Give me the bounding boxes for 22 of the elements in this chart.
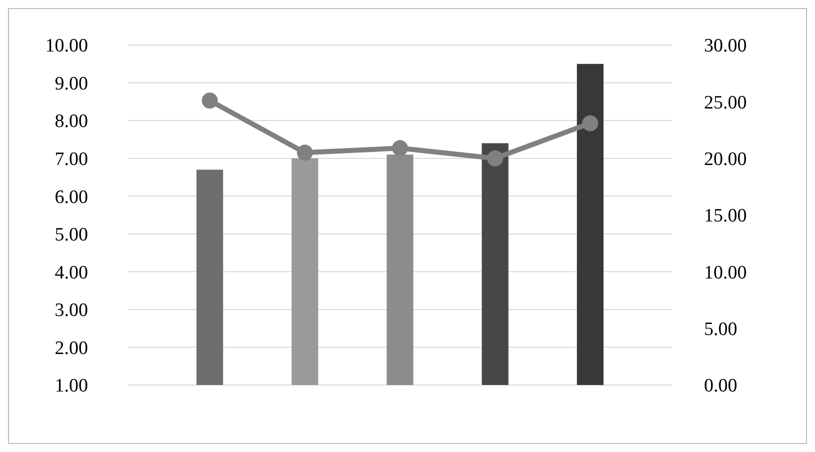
y2-tick-label: 20.00 <box>704 148 747 170</box>
y-tick-label: 6.00 <box>54 186 88 208</box>
y2-tick-label: 10.00 <box>704 262 747 284</box>
y-tick-label: 5.00 <box>54 224 88 246</box>
y-tick-label: 9.00 <box>54 73 88 94</box>
point <box>582 115 598 132</box>
point <box>202 92 218 109</box>
y-tick-label: 3.00 <box>54 300 88 322</box>
y-tick-label: 4.00 <box>54 262 88 284</box>
y-tick-label: 2.00 <box>54 338 88 359</box>
point <box>487 150 504 166</box>
y2-tick-label: 15.00 <box>704 206 747 227</box>
y-tick-label: 7.00 <box>54 148 88 170</box>
y2-tick-label: 0.00 <box>704 376 738 397</box>
y-tick-label: 10.00 <box>45 36 88 57</box>
y2-tick-label: 25.00 <box>704 92 747 114</box>
point <box>296 144 313 161</box>
y2-tick-label: 5.00 <box>704 318 738 340</box>
point <box>392 140 408 156</box>
y2-tick-label: 30.00 <box>704 36 747 57</box>
y-tick-label: 1.00 <box>54 376 88 397</box>
y-tick-label: 8.00 <box>54 111 88 132</box>
